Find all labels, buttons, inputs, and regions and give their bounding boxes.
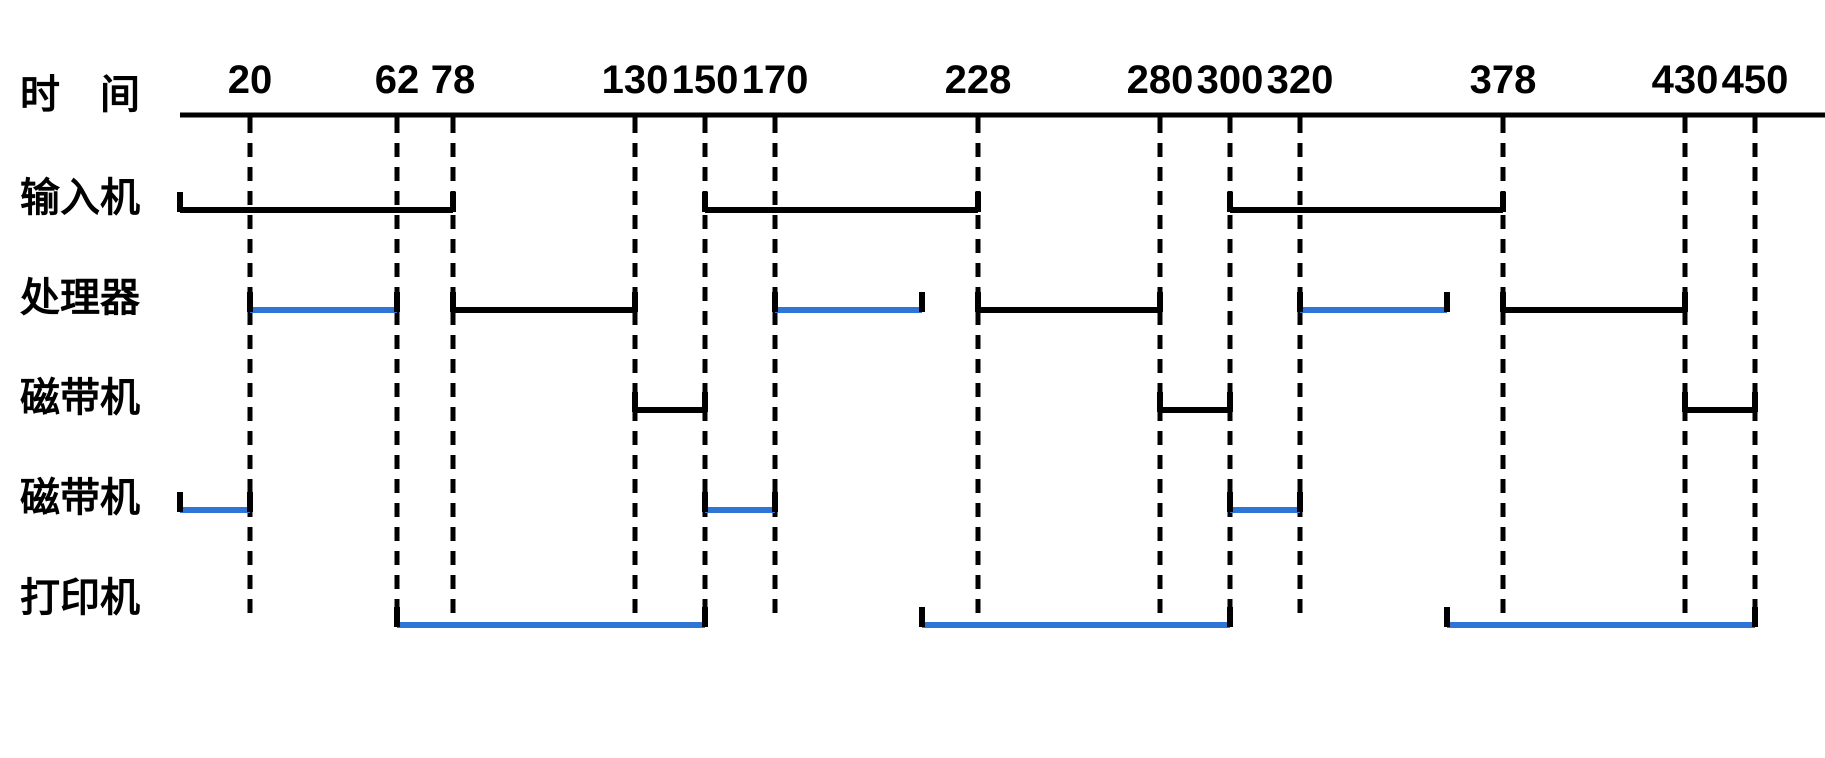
tick-label-170: 170 xyxy=(742,58,809,103)
tick-label-430: 430 xyxy=(1652,58,1719,103)
tick-label-280: 280 xyxy=(1127,58,1194,103)
tick-label-150: 150 xyxy=(672,58,739,103)
row-label-tape1: 磁带机 xyxy=(20,365,140,423)
tick-label-62: 62 xyxy=(375,58,420,103)
tick-label-78: 78 xyxy=(431,58,476,103)
tick-label-450: 450 xyxy=(1722,58,1789,103)
chart-canvas xyxy=(0,0,1825,758)
row-label-input: 输入机 xyxy=(20,165,140,223)
tick-label-228: 228 xyxy=(945,58,1012,103)
tick-label-300: 300 xyxy=(1197,58,1264,103)
row-label-tape2: 磁带机 xyxy=(20,465,140,523)
tick-label-378: 378 xyxy=(1470,58,1537,103)
row-label-printer: 打印机 xyxy=(20,565,140,623)
tick-label-320: 320 xyxy=(1267,58,1334,103)
row-label-cpu: 处理器 xyxy=(20,265,140,323)
tick-label-20: 20 xyxy=(228,58,273,103)
row-label-time: 时 间 xyxy=(20,62,140,120)
tick-label-130: 130 xyxy=(602,58,669,103)
timeline-diagram: 时 间输入机处理器磁带机磁带机打印机2062781301501702282803… xyxy=(0,0,1825,758)
